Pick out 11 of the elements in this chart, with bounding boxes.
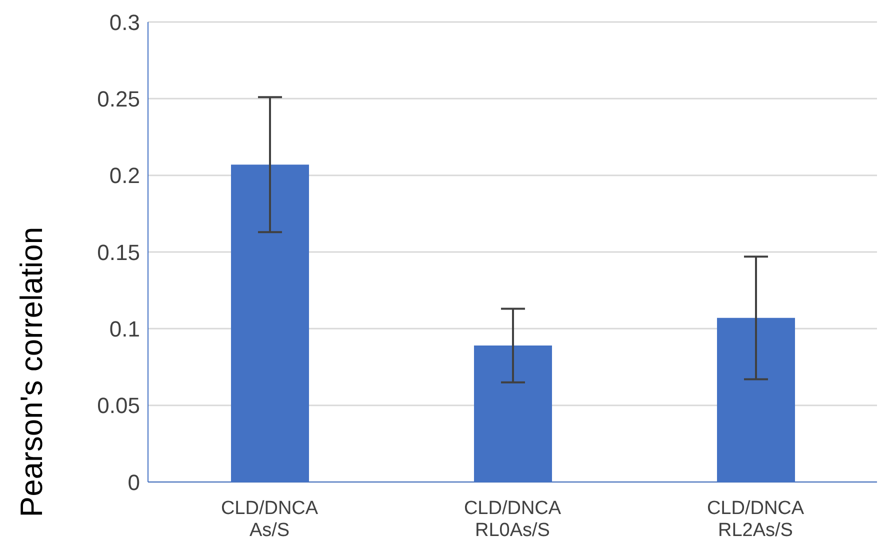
y-tick-label: 0.25 bbox=[97, 86, 140, 112]
y-tick-label: 0.1 bbox=[109, 316, 140, 342]
y-tick-label: 0.05 bbox=[97, 393, 140, 418]
y-tick-label: 0 bbox=[128, 470, 140, 495]
y-axis-title: Pearson's correlation bbox=[14, 226, 50, 518]
x-tick-label: CLD/DNCA RL0As/S bbox=[464, 498, 562, 541]
x-tick-label: CLD/DNCA As/S bbox=[220, 498, 318, 541]
y-tick-label: 0.15 bbox=[97, 240, 140, 265]
y-tick-label: 0.3 bbox=[109, 10, 140, 35]
y-tick-label: 0.2 bbox=[109, 163, 140, 188]
x-tick-label: CLD/DNCA RL2As/S bbox=[706, 498, 804, 541]
